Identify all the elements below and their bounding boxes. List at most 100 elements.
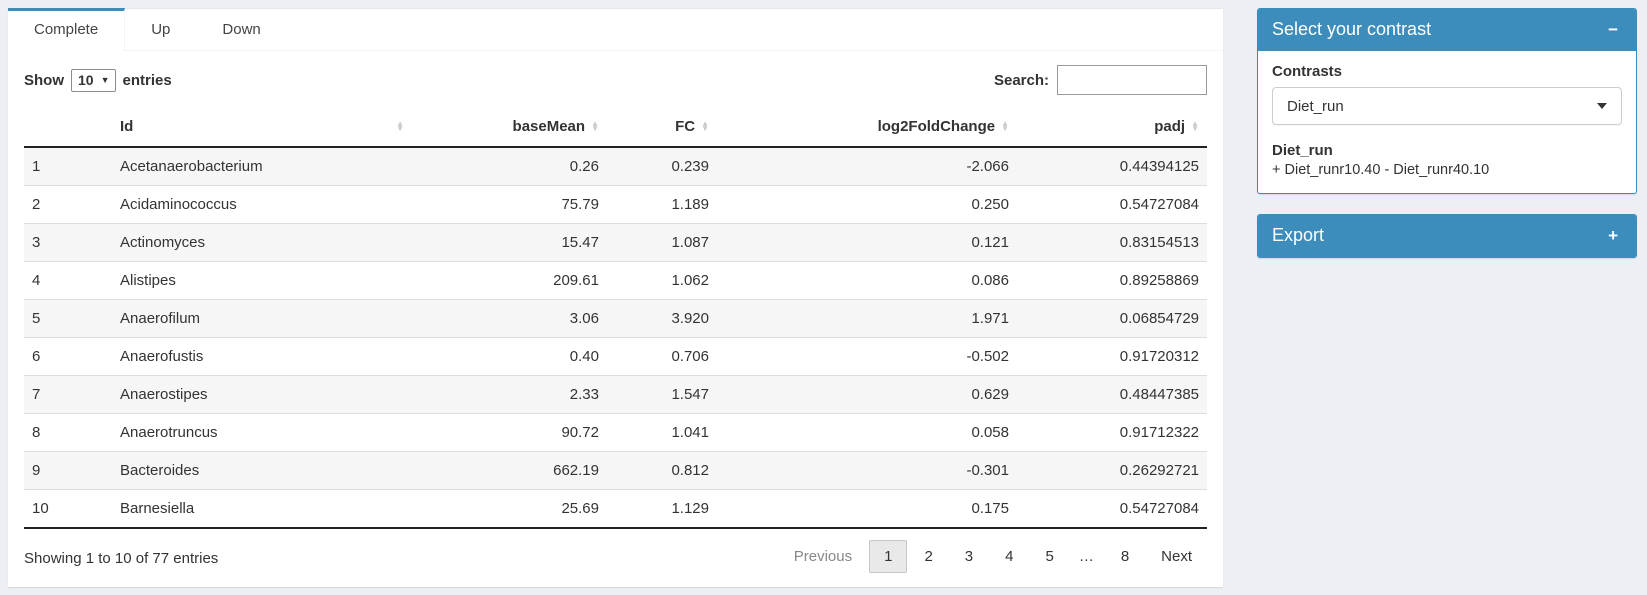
cell-log2foldchange: -2.066 (966, 158, 1009, 175)
search-input[interactable] (1057, 65, 1207, 95)
cell-log2foldchange: -0.301 (717, 451, 1017, 490)
entries-label: entries (122, 71, 172, 89)
column-header-log2FoldChange[interactable]: log2FoldChange ▲ ▼ (717, 109, 1017, 148)
cell-log2foldchange: 0.121 (717, 223, 1017, 262)
export-panel-title: Export (1272, 225, 1325, 245)
cell-fc: 0.812 (607, 451, 717, 490)
page-ellipsis: … (1078, 548, 1094, 565)
sort-icon: ▲ ▼ (1001, 119, 1009, 133)
datatable-controls: Show 10 ▼ entries Search: (24, 65, 1207, 95)
cell-id: Anaerofustis (112, 337, 412, 376)
tab-complete[interactable]: Complete (8, 8, 126, 51)
column-header-Id[interactable]: Id ▲ ▼ (112, 109, 412, 148)
cell-basemean: 0.26 (569, 158, 599, 175)
page-button-4[interactable]: 4 (1005, 548, 1014, 565)
page-button-1[interactable]: 1 (869, 540, 908, 573)
cell-basemean: 90.72 (412, 413, 607, 452)
cell-basemean: 75.79 (412, 185, 607, 224)
contrast-panel: Select your contrast − Contrasts Diet_ru… (1257, 8, 1637, 194)
contrast-detail-formula: + Diet_runr10.40 - Diet_runr40.10 (1272, 162, 1490, 178)
contrast-detail: Diet_run + Diet_runr10.40 - Diet_runr40.… (1272, 142, 1622, 178)
cell-padj: 0.91712322 (1017, 413, 1207, 452)
page-button-2[interactable]: 2 (924, 548, 933, 565)
column-header-baseMean[interactable]: baseMean ▲ ▼ (412, 109, 607, 148)
collapse-plus-icon[interactable]: + (1608, 226, 1618, 245)
tab-up[interactable]: Up (151, 21, 171, 38)
cell-log2foldchange: 0.250 (717, 185, 1017, 224)
column-header-FC[interactable]: FC ▲ ▼ (607, 109, 717, 148)
cell-log2foldchange: 1.971 (717, 299, 1017, 338)
contrast-select[interactable]: Diet_run (1272, 87, 1622, 125)
column-header-padj[interactable]: padj ▲ ▼ (1017, 109, 1207, 148)
cell-basemean: 2.33 (412, 375, 607, 414)
chevron-down-icon (1597, 103, 1607, 109)
cell-fc: 3.920 (607, 299, 717, 338)
previous-page-button[interactable]: Previous (793, 548, 853, 565)
table-info: Showing 1 to 10 of 77 entries (24, 550, 219, 567)
page-size-select[interactable]: 10 ▼ (71, 68, 116, 92)
table-row: 8 Anaerotruncus 90.72 1.041 0.058 0.91712322 (24, 413, 1207, 452)
cell-padj: 0.26292721 (1017, 451, 1207, 490)
dropdown-arrow-icon: ▼ (100, 74, 110, 85)
column-label: baseMean (512, 118, 586, 135)
cell-padj: 0.48447385 (1017, 375, 1207, 414)
table-row: 3 Actinomyces 15.47 1.087 0.121 0.83154513 (24, 223, 1207, 262)
cell-fc: 0.239 (671, 158, 709, 175)
cell-fc: 1.547 (607, 375, 717, 414)
contrast-panel-title: Select your contrast (1272, 19, 1432, 39)
table-header-row: Id ▲ ▼ baseMean ▲ ▼ FC ▲ ▼ log2FoldChange ▲ ▼ padj ▲ ▼ (24, 109, 1207, 148)
row-index: 3 (24, 223, 112, 262)
contrasts-label: Contrasts (1272, 63, 1343, 80)
sidebar-right: Select your contrast − Contrasts Diet_ru… (1257, 8, 1637, 278)
page-button-3[interactable]: 3 (964, 548, 974, 565)
column-label: FC (675, 118, 696, 135)
search-control: Search: (994, 65, 1207, 95)
collapse-minus-icon[interactable]: − (1608, 20, 1618, 39)
cell-log2foldchange: 0.058 (717, 413, 1017, 452)
column-label: padj (1154, 118, 1186, 135)
sort-icon: ▲ ▼ (701, 119, 709, 133)
cell-basemean: 25.69 (412, 489, 607, 529)
table-row: 6 Anaerofustis 0.40 0.706 -0.502 0.91720312 (24, 337, 1207, 376)
cell-basemean: 209.61 (412, 261, 607, 300)
table-row: 4 Alistipes 209.61 1.062 0.086 0.89258869 (24, 261, 1207, 300)
cell-basemean: 662.19 (412, 451, 607, 490)
row-index: 7 (24, 375, 112, 414)
cell-fc: 0.706 (607, 337, 717, 376)
contrast-select-value: Diet_run (1287, 97, 1344, 115)
cell-log2foldchange: 0.175 (717, 489, 1017, 529)
show-label: Show (24, 71, 64, 89)
table-row: 10 Barnesiella 25.69 1.129 0.175 0.54727084 (24, 489, 1207, 529)
row-index: 1 (32, 158, 41, 175)
page-button-5[interactable]: 5 (1045, 548, 1054, 565)
results-table: Id ▲ ▼ baseMean ▲ ▼ FC ▲ ▼ log2FoldChange ▲ ▼ padj ▲ ▼… (24, 109, 1207, 529)
table-row: 2 Acidaminococcus 75.79 1.189 0.250 0.5472708… (24, 185, 1207, 224)
cell-log2foldchange: -0.502 (717, 337, 1017, 376)
cell-padj: 0.91720312 (1017, 337, 1207, 376)
cell-id: Bacteroides (112, 451, 412, 490)
contrast-panel-header[interactable]: Select your contrast − (1258, 9, 1636, 51)
search-label: Search: (993, 71, 1049, 89)
sort-icon: ▲ ▼ (396, 119, 404, 133)
page-button-8[interactable]: 8 (1120, 548, 1130, 565)
tabs-row: Complete Up Down (8, 8, 1223, 51)
cell-padj: 0.89258869 (1017, 261, 1207, 300)
cell-fc: 1.062 (607, 261, 717, 300)
page-size-value: 10 (78, 71, 94, 88)
cell-basemean: 3.06 (412, 299, 607, 338)
cell-basemean: 15.47 (412, 223, 607, 262)
next-page-button[interactable]: Next (1161, 548, 1192, 565)
sort-icon: ▲ ▼ (591, 119, 599, 133)
cell-padj: 0.06854729 (1017, 299, 1207, 338)
results-box: Complete Up Down Show 10 ▼ entries Search: (8, 8, 1223, 587)
tab-down[interactable]: Down (222, 21, 261, 38)
cell-log2foldchange: 0.629 (717, 375, 1017, 414)
table-footer: Showing 1 to 10 of 77 entries Previous 1 2… (24, 540, 1207, 573)
cell-fc: 1.189 (607, 185, 717, 224)
export-panel-header[interactable]: Export + (1258, 215, 1636, 257)
column-label: Id (120, 118, 134, 135)
cell-padj: 0.83154513 (1017, 223, 1207, 262)
cell-padj: 0.54727084 (1017, 489, 1207, 529)
row-index: 2 (24, 185, 112, 224)
